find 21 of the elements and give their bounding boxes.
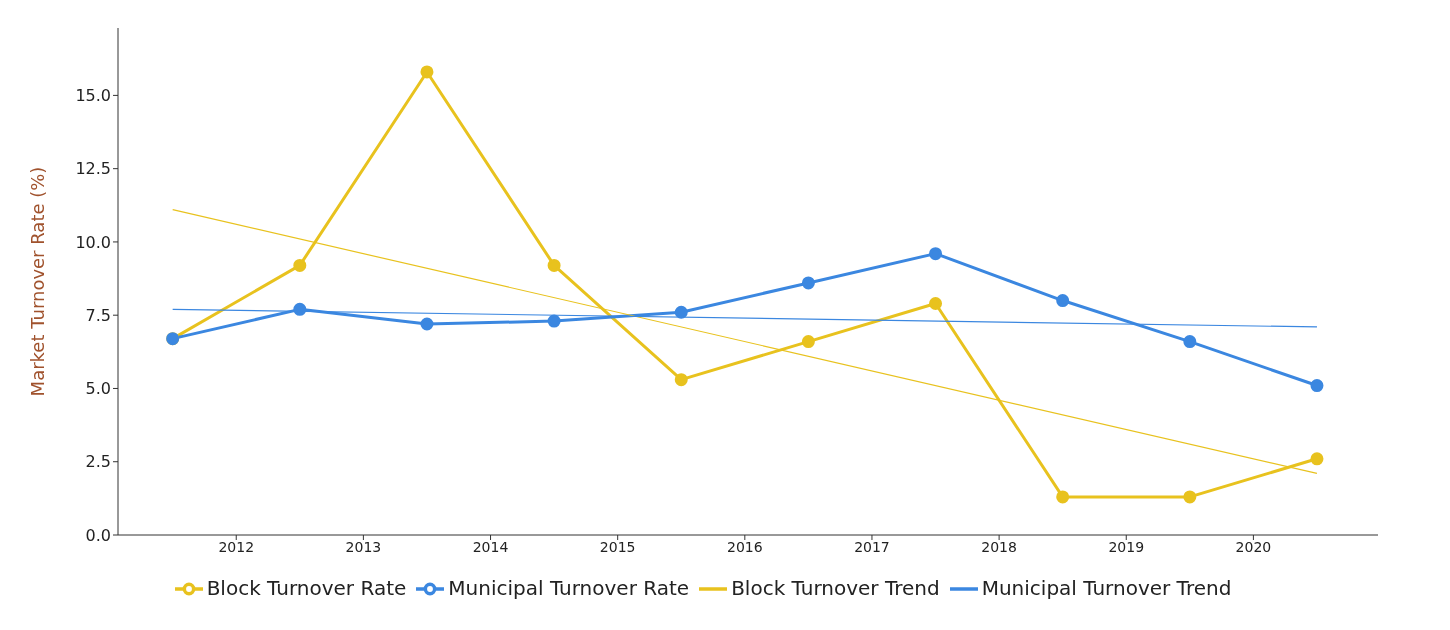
x-tick-label: 2019 [1108,538,1145,555]
y-tick-label: 7.5 [85,305,111,325]
x-tick-label: 2020 [1235,538,1272,555]
y-tick-label: 2.5 [85,452,111,472]
y-tick-label: 12.5 [75,159,111,179]
x-tick-label: 2015 [599,538,636,555]
y-tick-label: 0.0 [85,525,111,545]
legend-label: Block Turnover Trend [731,575,940,600]
x-tick-label: 2013 [345,538,382,555]
y-tick-label: 5.0 [85,379,111,399]
x-tick-label: 2018 [981,538,1017,555]
x-tick-label: 2014 [472,538,509,555]
legend-label: Block Turnover Rate [206,575,407,600]
legend-label: Municipal Turnover Rate [448,575,690,600]
y-axis-title: Market Turnover Rate (%) [27,166,49,397]
x-tick-label: 2016 [727,538,763,555]
y-tick-label: 10.0 [75,232,111,252]
x-tick-label: 2017 [854,538,890,555]
x-tick-label: 2012 [218,538,255,555]
legend-label: Municipal Turnover Trend [981,575,1232,600]
y-tick-label: 15.0 [75,86,111,106]
